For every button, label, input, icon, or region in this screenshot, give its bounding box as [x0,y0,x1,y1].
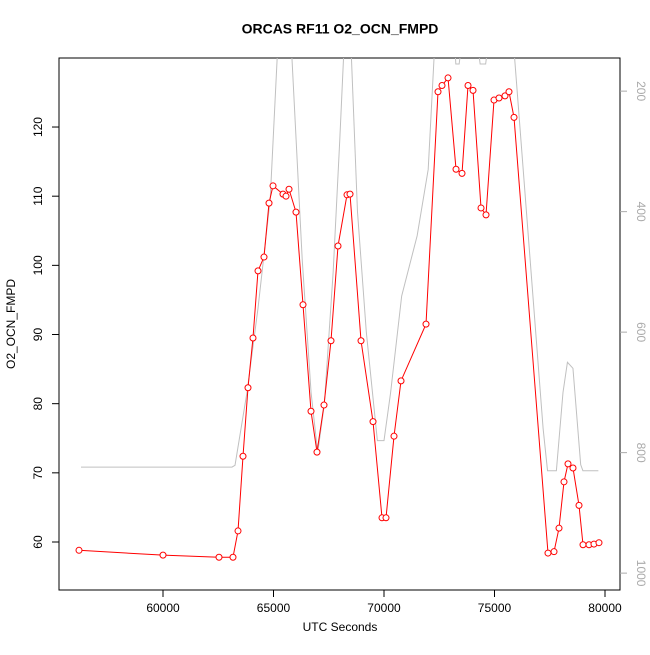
x-tick-label: 70000 [367,601,401,615]
chart-title: ORCAS RF11 O2_OCN_FMPD [242,21,439,37]
y-tick-label: 70 [31,466,45,480]
data-point [505,88,513,96]
plot-area [75,58,603,561]
data-point [482,211,490,219]
data-point [564,460,572,468]
data-point [422,320,430,328]
series-line [80,58,599,472]
y-tick-label: 60 [31,535,45,549]
data-point [397,377,405,385]
data-point [327,337,335,345]
data-point [390,432,398,440]
data-point [452,165,460,173]
data-point [555,524,563,532]
y-axis-label: O2_OCN_FMPD [4,279,18,369]
data-point [560,478,568,486]
data-point [346,190,354,198]
data-point [215,553,223,561]
x-tick-label: 60000 [146,601,180,615]
data-point [292,208,300,216]
data-point [369,418,377,426]
data-point [75,546,83,554]
data-point [569,464,577,472]
data-point [579,541,587,549]
y2-tick-label: 1000 [634,560,648,587]
data-point [595,539,603,547]
x-axis-label: UTC Seconds [303,620,378,634]
data-point [285,185,293,193]
data-point [229,553,237,561]
data-point [320,401,328,409]
y2-tick-label: 800 [634,443,648,463]
data-point [495,94,503,102]
y-tick-label: 90 [31,328,45,342]
data-point [313,448,321,456]
plot-box [58,57,621,591]
y-tick-label: 100 [31,255,45,275]
data-point [159,551,167,559]
y-tick-label: 120 [31,117,45,137]
y-tick-label: 80 [31,397,45,411]
data-point [249,334,257,342]
data-point [239,452,247,460]
x-tick-label: 75000 [478,601,512,615]
data-point [458,169,466,177]
data-point [254,267,262,275]
data-point [444,74,452,82]
y2-tick-label: 400 [634,202,648,222]
data-point [307,407,315,415]
data-point [477,204,485,212]
data-point [469,86,477,94]
y2-tick-label: 200 [634,81,648,101]
data-point [334,242,342,250]
data-point [434,88,442,96]
data-point [299,301,307,309]
data-point [575,501,583,509]
data-point [260,253,268,261]
data-point [282,192,290,200]
y-tick-label: 110 [31,186,45,205]
x-tick-label: 80000 [588,601,622,615]
x-tick-label: 65000 [257,601,291,615]
data-point [544,549,552,557]
data-point [357,337,365,345]
data-point [269,182,277,190]
data-point [265,199,273,207]
data-point [501,92,509,100]
data-point [438,82,446,90]
data-point [464,82,472,90]
data-point [510,113,518,121]
y2-tick-label: 600 [634,322,648,342]
data-point [550,548,558,556]
data-point [244,384,252,392]
data-point [234,527,242,535]
data-point [382,514,390,522]
